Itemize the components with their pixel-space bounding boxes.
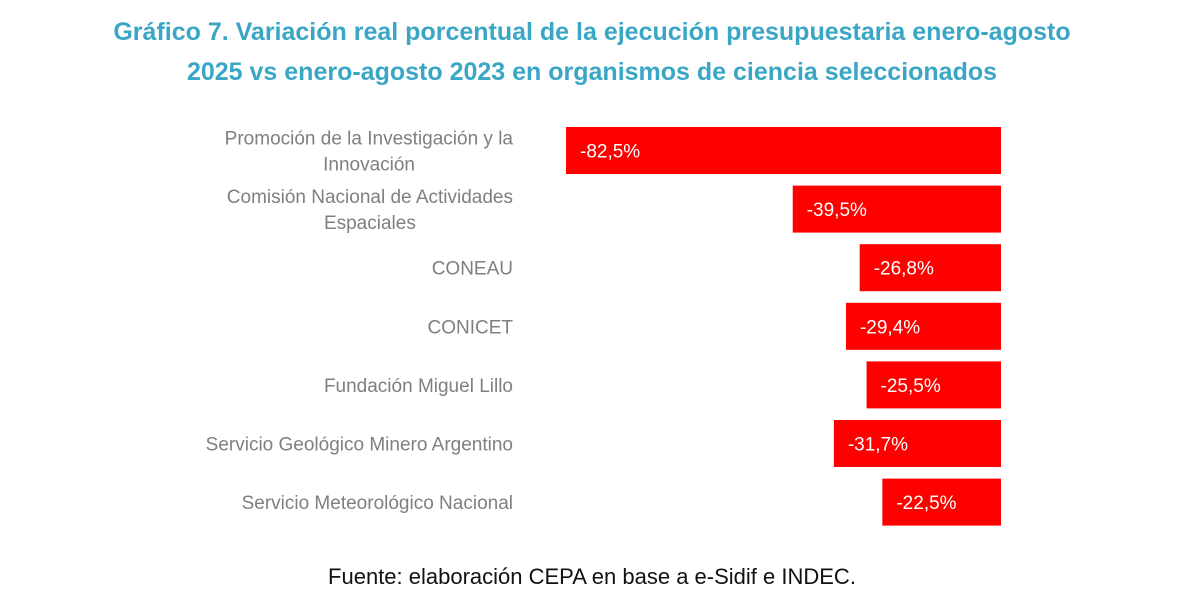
data-label: -82,5% (580, 142, 640, 163)
bar (866, 361, 1001, 409)
category-label: Espaciales (324, 213, 416, 234)
category-label: Promoción de la Investigación y la (225, 129, 514, 150)
category-label: Servicio Geológico Minero Argentino (206, 435, 513, 456)
category-label: Comisión Nacional de Actividades (227, 187, 513, 208)
bar (859, 244, 1001, 292)
data-label: -29,4% (860, 317, 920, 338)
bar (566, 127, 1001, 174)
chart-title-line-2: 2025 vs enero-agosto 2023 en organismos … (186, 58, 998, 86)
chart-title: Gráfico 7. Variación real porcentual de … (0, 12, 1184, 92)
chart-source: Fuente: elaboración CEPA en base a e-Sid… (328, 564, 856, 589)
data-label: -39,5% (807, 200, 867, 221)
category-label: Servicio Meteorológico Nacional (242, 493, 513, 514)
category-label: CONEAU (432, 259, 513, 280)
data-label: -31,7% (848, 435, 908, 456)
category-label: Fundación Miguel Lillo (324, 376, 513, 397)
category-label: Innovación (323, 155, 415, 176)
bar (833, 420, 1001, 467)
bar (792, 185, 1001, 233)
category-label: CONICET (428, 317, 514, 338)
data-label: -25,5% (881, 376, 941, 397)
data-label: -22,5% (896, 493, 956, 514)
bar (845, 302, 1001, 350)
chart-title-line-1: Gráfico 7. Variación real porcentual de … (113, 18, 1071, 46)
bar (882, 478, 1001, 526)
data-label: -26,8% (874, 259, 934, 280)
